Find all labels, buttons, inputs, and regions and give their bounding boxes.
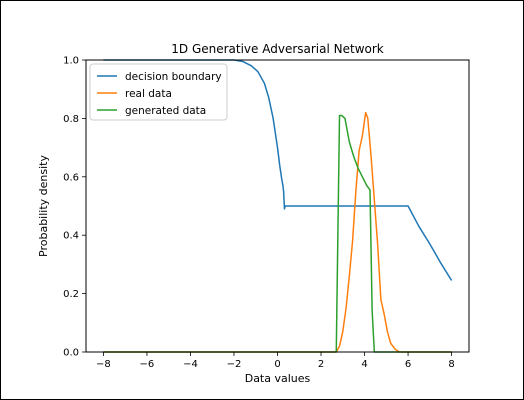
series-layer	[103, 59, 453, 353]
x-tick-label: −4	[183, 359, 198, 370]
x-tick-label: −2	[227, 359, 242, 370]
y-axis-ticks: 0.0 0.2 0.4 0.6 0.8 1.0	[63, 56, 86, 359]
y-tick-label: 0.4	[63, 231, 79, 242]
y-tick-label: 1.0	[63, 56, 79, 67]
y-tick-label: 0.8	[63, 114, 79, 125]
y-tick-label: 0.6	[63, 172, 79, 183]
legend-entry: real data	[125, 88, 172, 100]
x-tick-label: 6	[405, 359, 411, 370]
series-line-decision-boundary	[103, 59, 453, 281]
x-tick-label: 0	[274, 359, 280, 370]
series-line-real-data	[103, 111, 452, 353]
legend-box	[89, 63, 228, 121]
x-tick-label: −8	[96, 359, 111, 370]
legend-entry: generated data	[125, 105, 206, 117]
x-axis-label: Data values	[245, 372, 311, 385]
x-tick-label: 4	[361, 359, 367, 370]
chart-legend: decision boundary real data generated data	[89, 63, 228, 121]
x-tick-label: 2	[318, 359, 324, 370]
y-axis-label: Probability density	[37, 155, 50, 257]
chart-title: 1D Generative Adversarial Network	[171, 42, 384, 56]
x-axis-ticks: −8 −6 −4 −2 0 2 4 6 8	[96, 352, 455, 370]
x-tick-label: 8	[448, 359, 454, 370]
y-tick-label: 0.0	[63, 348, 79, 359]
series-line-generated-data	[103, 114, 452, 353]
y-tick-label: 0.2	[63, 289, 79, 300]
legend-entry: decision boundary	[125, 71, 222, 83]
x-tick-label: −6	[140, 359, 155, 370]
